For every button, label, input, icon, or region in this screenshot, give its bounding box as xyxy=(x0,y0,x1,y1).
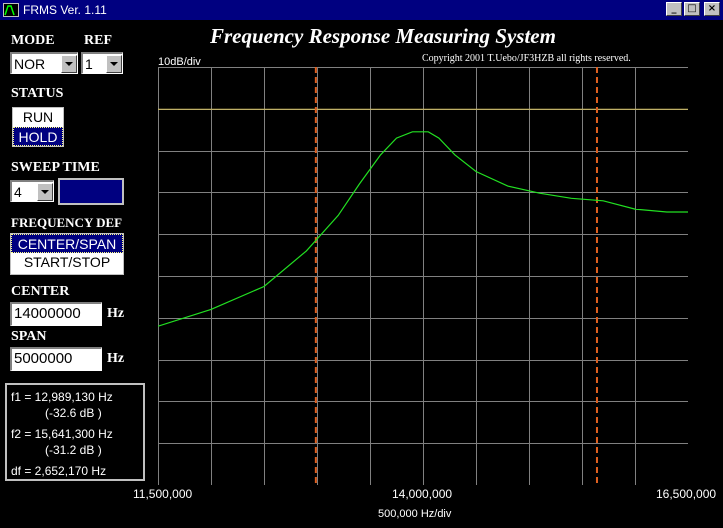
status-label: STATUS xyxy=(11,86,64,101)
sweep-progress-indicator xyxy=(58,178,124,205)
marker-info-panel: f1 = 12,989,130 Hz (-32.6 dB ) f2 = 15,6… xyxy=(5,383,145,481)
x-unit-label: 500,000 Hz/div xyxy=(378,508,452,520)
chevron-down-icon[interactable] xyxy=(106,54,122,73)
frequency-def-label: FREQUENCY DEF xyxy=(11,215,123,230)
frequency-response-plot[interactable] xyxy=(158,67,688,485)
mode-label: MODE xyxy=(11,33,55,48)
sweep-time-select[interactable]: 4 xyxy=(10,180,54,202)
marker-f2-level: (-31.2 dB ) xyxy=(45,443,102,457)
marker-f1-level: (-32.6 dB ) xyxy=(45,406,102,420)
maximize-button[interactable]: □ xyxy=(684,2,700,16)
app-icon[interactable] xyxy=(3,3,19,17)
frequency-def-list[interactable]: CENTER/SPAN START/STOP xyxy=(10,233,124,275)
status-option-hold[interactable]: HOLD xyxy=(13,127,63,146)
span-label: SPAN xyxy=(11,329,47,344)
frequency-def-option-start-stop[interactable]: START/STOP xyxy=(23,254,111,270)
ref-value: 1 xyxy=(85,55,93,72)
x-tick-label-center: 14,000,000 xyxy=(392,487,453,501)
chevron-down-icon[interactable] xyxy=(37,182,53,201)
marker-f2-frequency: f2 = 15,641,300 Hz xyxy=(11,427,113,441)
marker-delta-frequency: df = 2,652,170 Hz xyxy=(11,464,107,478)
center-frequency-input[interactable]: 14000000 xyxy=(10,302,102,326)
sweep-time-value: 4 xyxy=(14,183,22,200)
mode-select[interactable]: NOR xyxy=(10,52,78,74)
ref-select[interactable]: 1 xyxy=(81,52,123,74)
response-trace xyxy=(158,131,688,327)
sweep-time-label: SWEEP TIME xyxy=(11,160,100,175)
center-unit: Hz xyxy=(107,306,125,321)
copyright-text: Copyright 2001 T.Uebo/JF3HZB all rights … xyxy=(422,53,631,64)
x-tick-label-end: 16,500,000 xyxy=(656,487,717,501)
span-frequency-input[interactable]: 5000000 xyxy=(10,347,102,371)
mode-value: NOR xyxy=(14,55,46,72)
frequency-def-option-center-span[interactable]: CENTER/SPAN xyxy=(11,234,123,253)
window-title: FRMS Ver. 1.11 xyxy=(23,3,107,17)
marker-f1-frequency: f1 = 12,989,130 Hz xyxy=(11,390,113,404)
center-label: CENTER xyxy=(11,284,70,299)
y-scale-label: 10dB/div xyxy=(158,56,201,68)
ref-label: REF xyxy=(84,33,112,48)
page-title: Frequency Response Measuring System xyxy=(210,24,556,48)
x-tick-label-start: 11,500,000 xyxy=(133,487,193,501)
title-bar: FRMS Ver. 1.11 _ □ × xyxy=(0,0,723,20)
chevron-down-icon[interactable] xyxy=(61,54,77,73)
status-option-run[interactable]: RUN xyxy=(22,109,54,125)
span-unit: Hz xyxy=(107,351,125,366)
status-list[interactable]: RUN HOLD xyxy=(12,107,64,147)
close-button[interactable]: × xyxy=(704,2,720,16)
minimize-button[interactable]: _ xyxy=(666,2,682,16)
